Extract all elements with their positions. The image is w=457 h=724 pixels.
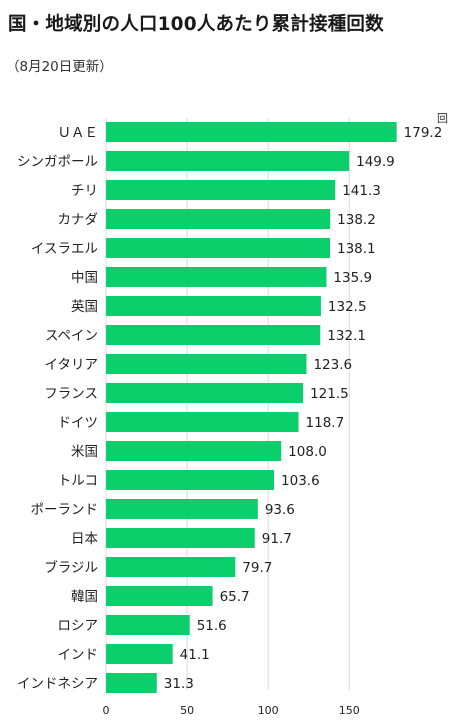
category-label: ドイツ xyxy=(58,415,99,431)
category-label: トルコ xyxy=(58,473,98,489)
category-label: フランス xyxy=(44,386,98,402)
category-label: ロシア xyxy=(58,618,99,634)
category-labels: ＵＡＥ シンガポールチリカナダイスラエル中国英国スペインイタリアフランスドイツ米国… xyxy=(17,125,98,692)
value-label: 132.1 xyxy=(327,328,366,344)
bar xyxy=(106,267,327,287)
x-tick-label: 150 xyxy=(339,704,360,717)
value-label: 51.6 xyxy=(197,618,227,634)
value-label: 141.3 xyxy=(342,183,381,199)
x-axis-ticks: 0 50 100 150 xyxy=(103,704,360,717)
value-label: 132.5 xyxy=(328,299,367,315)
bar xyxy=(106,441,282,461)
category-label: インドネシア xyxy=(17,676,98,692)
value-label: 103.6 xyxy=(281,473,320,489)
value-label: 79.7 xyxy=(242,560,272,576)
value-label: 118.7 xyxy=(306,415,345,431)
value-label: 149.9 xyxy=(356,154,395,170)
category-label: 日本 xyxy=(71,531,98,547)
bar xyxy=(106,325,321,345)
bar xyxy=(106,673,157,693)
bar xyxy=(106,412,299,432)
bar xyxy=(106,209,331,229)
value-label: 138.2 xyxy=(337,212,376,228)
value-label: 179.2 xyxy=(404,125,443,141)
value-label: 93.6 xyxy=(265,502,295,518)
value-label: 138.1 xyxy=(337,241,376,257)
bar xyxy=(106,528,255,548)
category-label: インド xyxy=(58,647,99,663)
category-label: イスラエル xyxy=(31,241,98,257)
value-label: 91.7 xyxy=(262,531,292,547)
bar xyxy=(106,180,336,200)
bar xyxy=(106,383,304,403)
bar xyxy=(106,151,350,171)
bar xyxy=(106,238,330,258)
category-label: カナダ xyxy=(58,212,99,228)
value-label: 31.3 xyxy=(164,676,194,692)
value-label: 121.5 xyxy=(310,386,349,402)
category-label: スペイン xyxy=(45,328,98,344)
bars xyxy=(106,122,397,693)
category-label: シンガポール xyxy=(17,154,98,170)
chart-subtitle: （8月20日更新） xyxy=(6,59,113,75)
value-labels: 179.2 149.9 141.3 138.2 138.1 135.9 132.5 132.1… xyxy=(164,125,443,692)
value-label: 41.1 xyxy=(180,647,210,663)
category-label: 米国 xyxy=(71,444,98,460)
bar xyxy=(106,615,190,635)
x-tick-label: 50 xyxy=(180,704,194,717)
chart-title: 国・地域別の人口100人あたり累計接種回数 xyxy=(8,14,384,35)
category-label: ブラジル xyxy=(44,559,98,576)
value-label: 108.0 xyxy=(288,444,327,460)
bar xyxy=(106,586,213,606)
category-label: ＵＡＥ xyxy=(58,125,99,141)
x-tick-label: 100 xyxy=(258,704,279,717)
category-label: ポーランド xyxy=(31,502,99,518)
bar xyxy=(106,470,275,490)
bar xyxy=(106,354,307,374)
x-tick-label: 0 xyxy=(103,704,110,717)
category-label: チリ xyxy=(71,183,98,199)
bar xyxy=(106,296,321,316)
category-label: 韓国 xyxy=(71,589,98,605)
bar xyxy=(106,499,258,519)
value-label: 123.6 xyxy=(313,357,352,373)
category-label: 英国 xyxy=(71,298,98,315)
value-label: 65.7 xyxy=(220,589,250,605)
unit-label: 回 xyxy=(437,112,448,125)
bar xyxy=(106,122,397,142)
category-label: イタリア xyxy=(45,357,98,373)
category-label: 中国 xyxy=(71,270,98,286)
value-label: 135.9 xyxy=(333,270,372,286)
bar xyxy=(106,644,173,664)
bar xyxy=(106,557,236,577)
